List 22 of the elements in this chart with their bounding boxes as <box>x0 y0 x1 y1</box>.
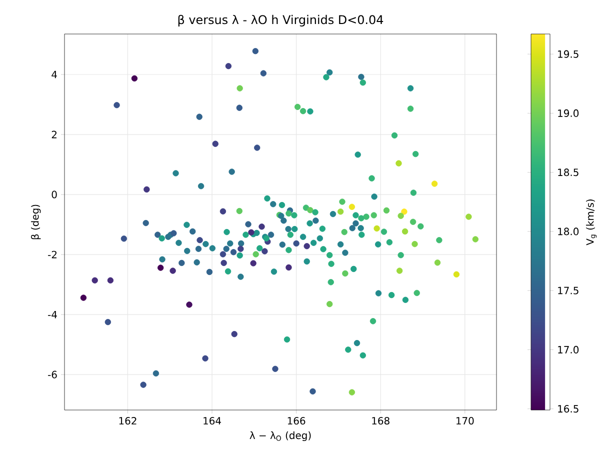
y-tick-label: -2 <box>48 250 56 258</box>
x-tick-label: 164 <box>204 417 221 425</box>
color-bar-label: 19.5 <box>558 50 578 58</box>
color-bar-title: V$_{g}$ (km/s) <box>586 200 597 246</box>
color-bar-label: 17.0 <box>558 346 579 354</box>
x-tick-label: 168 <box>372 417 390 425</box>
x-tick-label: 166 <box>288 417 306 425</box>
y-tick-label: -6 <box>48 370 57 378</box>
y-axis-title: β (deg) <box>30 204 41 240</box>
color-bar-label: 18.0 <box>558 228 579 236</box>
color-bar-label: 18.5 <box>558 168 578 176</box>
color-bar-label: 19.0 <box>558 109 579 117</box>
x-tick-label: 170 <box>456 417 474 425</box>
y-tick-label: -4 <box>48 310 57 318</box>
chart-title: β versus λ - λO h Virginids D<0.04 <box>178 14 384 26</box>
y-tick-label: 4 <box>52 70 57 78</box>
y-tick-label: 2 <box>52 130 56 138</box>
x-tick-label: 162 <box>119 417 136 425</box>
y-tick-label: 0 <box>52 190 57 198</box>
x-axis-title: λ − λ$_{O}$ (deg) <box>250 431 311 442</box>
color-bar-label: 17.5 <box>558 286 578 294</box>
color-bar-label: 16.5 <box>558 405 578 413</box>
